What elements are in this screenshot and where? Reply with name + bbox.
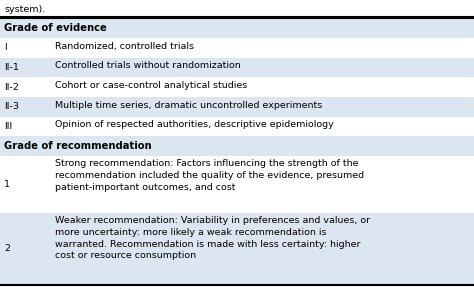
Bar [0,117,474,136]
Text: Grade of evidence: Grade of evidence [4,23,107,33]
Text: system).: system). [4,5,45,14]
Bar [0,156,474,213]
Bar [0,136,474,156]
Bar [0,18,474,38]
Text: Multiple time series, dramatic uncontrolled experiments: Multiple time series, dramatic uncontrol… [55,100,322,110]
Bar [0,58,474,77]
Text: I: I [4,43,7,53]
Text: II-1: II-1 [4,63,19,72]
Text: Randomized, controlled trials: Randomized, controlled trials [55,42,193,51]
Text: Opinion of respected authorities, descriptive epidemiology: Opinion of respected authorities, descri… [55,120,333,129]
Text: Strong recommendation: Factors influencing the strength of the
recommendation in: Strong recommendation: Factors influenci… [55,160,364,192]
Bar [0,97,474,117]
Text: III: III [4,122,12,131]
Bar [0,77,474,97]
Text: Weaker recommendation: Variability in preferences and values, or
more uncertaint: Weaker recommendation: Variability in pr… [55,216,370,260]
Text: 2: 2 [4,244,10,253]
Text: Controlled trials without randomization: Controlled trials without randomization [55,61,240,70]
Bar [0,213,474,285]
Text: 1: 1 [4,180,10,189]
Text: Cohort or case-control analytical studies: Cohort or case-control analytical studie… [55,81,247,90]
Text: Grade of recommendation: Grade of recommendation [4,141,152,151]
Bar [0,38,474,58]
Text: II-2: II-2 [4,83,19,92]
Text: II-3: II-3 [4,102,19,111]
